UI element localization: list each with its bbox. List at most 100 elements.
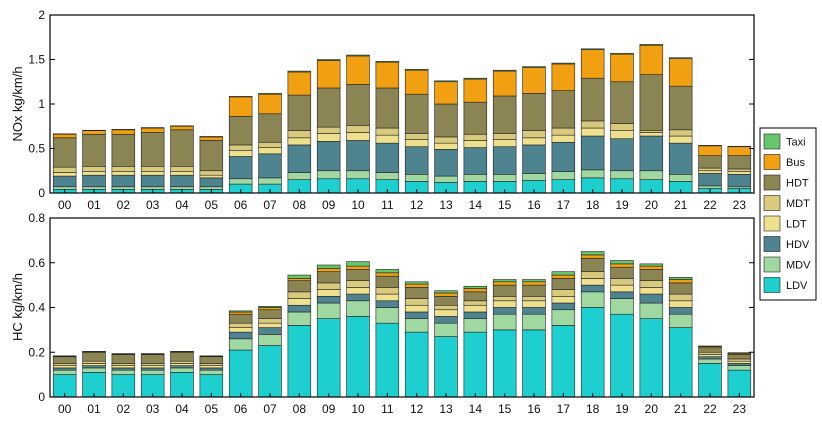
bar-bus-13 bbox=[434, 292, 458, 297]
bar-hdt-16 bbox=[522, 284, 546, 297]
legend-label-ldt: LDT bbox=[786, 219, 807, 231]
bar-bus-10 bbox=[346, 55, 370, 85]
x-tick-label: 20 bbox=[645, 402, 659, 416]
bar-hdt-00 bbox=[52, 356, 77, 364]
bar-taxi-18 bbox=[580, 251, 605, 256]
bar-ldt-06 bbox=[228, 149, 253, 157]
bar-hdv-13 bbox=[434, 149, 458, 177]
legend-label-taxi: Taxi bbox=[786, 137, 806, 149]
bar-hdv-11 bbox=[375, 142, 400, 173]
x-tick-label: 21 bbox=[674, 198, 688, 212]
legend-label-hdt: HDT bbox=[786, 178, 809, 190]
x-tick-label: 16 bbox=[527, 198, 541, 212]
bar-hdv-06 bbox=[228, 156, 253, 180]
bar-hdv-22 bbox=[698, 356, 722, 360]
bar-mdt-23 bbox=[727, 358, 752, 362]
x-tick-label: 23 bbox=[733, 198, 747, 212]
bar-hdt-23 bbox=[727, 354, 752, 360]
bar-hdv-02 bbox=[111, 174, 136, 188]
bar-mdt-12 bbox=[404, 298, 429, 306]
bar-ldt-08 bbox=[287, 298, 312, 306]
bar-bus-18 bbox=[580, 49, 605, 79]
bar-taxi-08 bbox=[287, 70, 312, 73]
bar-mdt-10 bbox=[346, 125, 370, 133]
bar-mdt-22 bbox=[698, 167, 722, 172]
x-tick-label: 21 bbox=[674, 402, 688, 416]
bar-taxi-12 bbox=[404, 281, 429, 285]
bar-ldv-11 bbox=[375, 322, 400, 398]
bar-mdv-23 bbox=[727, 365, 752, 371]
bar-mdv-14 bbox=[463, 318, 488, 333]
bar-ldt-04 bbox=[170, 363, 194, 366]
bar-ldv-18 bbox=[580, 307, 605, 398]
bar-hdt-07 bbox=[258, 113, 282, 143]
bar-hdt-03 bbox=[140, 354, 165, 364]
bar-taxi-17 bbox=[551, 271, 576, 276]
bar-mdv-17 bbox=[551, 171, 576, 180]
bar-bus-09 bbox=[316, 60, 341, 89]
bar-hdv-16 bbox=[522, 144, 546, 174]
x-tick-label: 14 bbox=[469, 402, 483, 416]
bar-hdt-12 bbox=[404, 93, 429, 134]
bar-hdv-03 bbox=[140, 367, 165, 371]
bar-mdv-07 bbox=[258, 334, 282, 346]
bar-hdv-04 bbox=[170, 174, 194, 188]
bar-mdt-19 bbox=[610, 278, 634, 286]
bar-taxi-22 bbox=[698, 345, 722, 347]
x-tick-label: 22 bbox=[703, 402, 717, 416]
legend-label-bus: Bus bbox=[786, 157, 805, 169]
bar-mdt-15 bbox=[492, 133, 517, 140]
bar-taxi-19 bbox=[610, 52, 634, 55]
bar-hdv-20 bbox=[639, 293, 664, 304]
bar-bus-04 bbox=[170, 125, 194, 131]
bar-taxi-13 bbox=[434, 80, 458, 83]
bar-hdt-22 bbox=[698, 155, 722, 169]
bar-hdt-19 bbox=[610, 266, 634, 279]
bar-mdv-03 bbox=[140, 369, 165, 375]
bar-ldt-03 bbox=[140, 171, 165, 176]
x-tick-label: 06 bbox=[234, 402, 248, 416]
bar-hdv-17 bbox=[551, 302, 576, 311]
bar-taxi-07 bbox=[258, 93, 282, 95]
bar-bus-12 bbox=[404, 69, 429, 95]
bar-mdv-21 bbox=[668, 313, 693, 328]
bar-mdt-07 bbox=[258, 318, 282, 324]
x-tick-label: 06 bbox=[234, 198, 248, 212]
bar-bus-11 bbox=[375, 61, 400, 89]
bar-hdt-21 bbox=[668, 282, 693, 295]
bar-hdv-16 bbox=[522, 307, 546, 315]
bar-hdt-08 bbox=[287, 94, 312, 131]
bar-mdv-13 bbox=[434, 322, 458, 337]
bar-hdv-18 bbox=[580, 284, 605, 293]
bar-ldt-18 bbox=[580, 127, 605, 137]
bar-hdt-06 bbox=[228, 116, 253, 146]
bar-mdv-11 bbox=[375, 307, 400, 324]
bar-hdv-23 bbox=[727, 174, 752, 188]
bar-hdt-17 bbox=[551, 278, 576, 290]
bar-mdv-02 bbox=[111, 369, 136, 375]
bar-ldt-00 bbox=[52, 172, 77, 177]
bar-mdt-02 bbox=[111, 166, 136, 172]
bar-hdt-13 bbox=[434, 103, 458, 138]
bar-hdv-12 bbox=[404, 311, 429, 319]
bar-mdt-14 bbox=[463, 133, 488, 141]
bar-hdv-09 bbox=[316, 141, 341, 172]
bar-hdt-15 bbox=[492, 95, 517, 134]
bar-hdv-06 bbox=[228, 331, 253, 340]
bar-ldt-17 bbox=[551, 134, 576, 143]
bar-ldt-23 bbox=[727, 360, 752, 364]
bar-ldt-12 bbox=[404, 304, 429, 313]
x-tick-label: 02 bbox=[117, 198, 131, 212]
legend-label-hdv: HDV bbox=[786, 239, 810, 251]
bar-mdt-17 bbox=[551, 127, 576, 136]
bar-hdv-07 bbox=[258, 327, 282, 335]
bar-hdv-09 bbox=[316, 296, 341, 304]
bar-hdt-11 bbox=[375, 87, 400, 129]
nox-panel: 0 0.5 1 1.5 2 00 01 02 03 04 05 06 07 08 09 10 11 12 13 14 1… bbox=[28, 8, 755, 212]
bar-hdt-06 bbox=[228, 313, 253, 324]
bar-hdv-19 bbox=[610, 291, 634, 299]
x-tick-label: 07 bbox=[263, 198, 277, 212]
bar-ldv-22 bbox=[698, 363, 722, 398]
bar-taxi-06 bbox=[228, 310, 253, 313]
bar-taxi-14 bbox=[463, 285, 488, 289]
